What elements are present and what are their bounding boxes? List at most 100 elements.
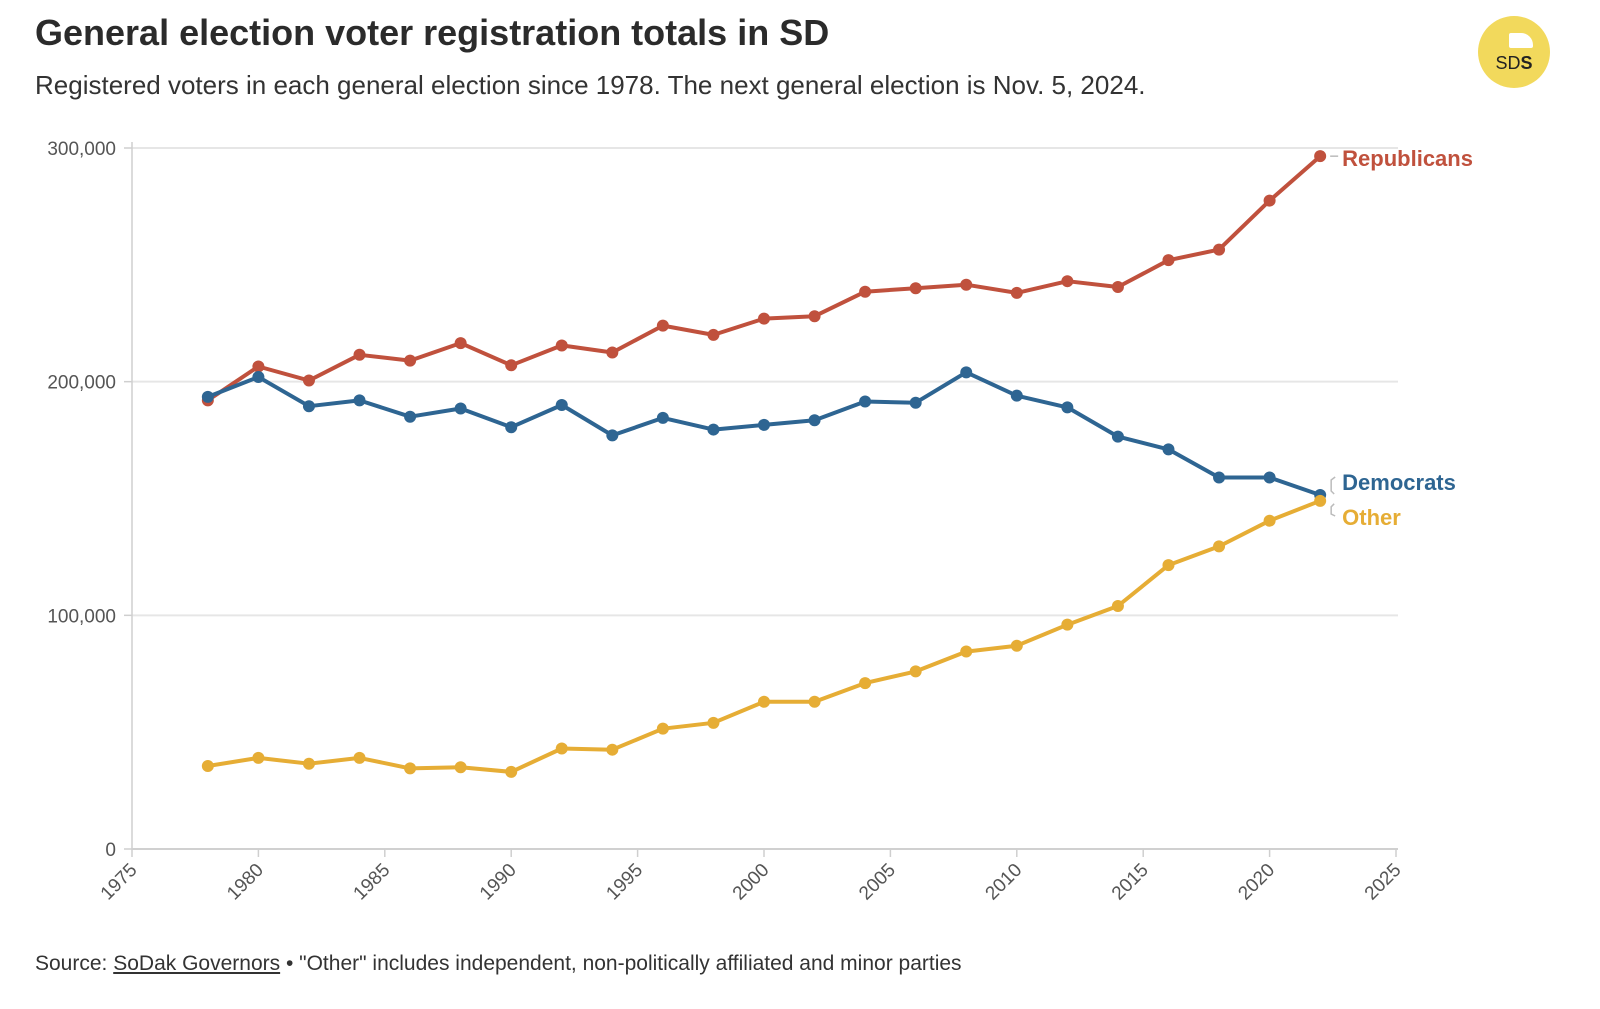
- y-tick-label: 100,000: [47, 606, 116, 627]
- source-prefix: Source:: [35, 952, 114, 975]
- data-point: [707, 328, 720, 341]
- data-point: [454, 337, 467, 350]
- data-point: [1061, 275, 1074, 288]
- data-point: [1111, 599, 1124, 612]
- sds-logo[interactable]: SDS: [1478, 16, 1550, 88]
- x-tick-label: 1990: [476, 860, 521, 905]
- series-label-other: Other: [1342, 505, 1401, 530]
- data-point: [656, 319, 669, 332]
- data-point: [707, 716, 720, 729]
- gridlines: [132, 147, 1398, 850]
- data-point: [201, 390, 214, 403]
- data-point: [302, 374, 315, 387]
- data-point: [656, 722, 669, 735]
- logo-flag-icon: [1509, 33, 1533, 48]
- line-chart: 0 100,000 200,000 300,000 1975 1980 1985 1990 19…: [47, 139, 1473, 905]
- series-line-other: [205, 498, 1323, 774]
- chart-title: General election voter registration tota…: [35, 12, 830, 53]
- chart-subtitle: Registered voters in each general electi…: [35, 70, 1146, 100]
- data-point: [606, 346, 619, 359]
- data-point: [1213, 540, 1226, 553]
- y-tick-label: 200,000: [47, 373, 116, 394]
- data-point: [606, 743, 619, 756]
- data-point: [454, 402, 467, 415]
- data-point: [505, 359, 518, 372]
- x-tick-label: 2000: [729, 860, 774, 905]
- data-point: [808, 310, 821, 323]
- data-point: [505, 765, 518, 778]
- data-point: [555, 742, 568, 755]
- data-point: [909, 282, 922, 295]
- data-point: [707, 423, 720, 436]
- data-point: [404, 762, 417, 775]
- data-point: [505, 421, 518, 434]
- logo-text: SDS: [1495, 53, 1533, 73]
- data-point: [960, 366, 973, 379]
- series-label-republicans: Republicans: [1342, 146, 1473, 171]
- y-tick-label: 300,000: [47, 139, 116, 160]
- label-leader: [1330, 503, 1336, 517]
- data-point: [555, 339, 568, 352]
- series-line-democrats: [205, 370, 1323, 497]
- data-point: [404, 354, 417, 367]
- data-point: [606, 429, 619, 442]
- data-point: [1111, 281, 1124, 294]
- data-point: [758, 312, 770, 325]
- data-point: [1314, 494, 1327, 507]
- data-point: [201, 760, 214, 773]
- data-point: [1213, 471, 1226, 484]
- x-tick-label: 2010: [982, 860, 1027, 905]
- data-point: [909, 396, 922, 409]
- data-point: [302, 400, 315, 413]
- data-point: [656, 411, 669, 424]
- data-point: [1263, 514, 1276, 527]
- data-point: [909, 665, 922, 678]
- data-point: [302, 757, 315, 770]
- data-point: [1162, 254, 1175, 267]
- data-point: [1263, 194, 1276, 207]
- data-point: [555, 399, 568, 412]
- data-point: [252, 360, 265, 373]
- y-tick-label: 0: [105, 840, 116, 861]
- data-point: [1314, 150, 1327, 163]
- data-point: [1010, 286, 1023, 299]
- data-point: [1263, 471, 1276, 484]
- data-point: [1162, 443, 1175, 456]
- data-point: [758, 418, 770, 431]
- data-point: [1111, 430, 1124, 443]
- x-tick-label: 2005: [855, 860, 900, 905]
- x-tick-label: 2025: [1361, 860, 1406, 905]
- label-leader: [1330, 476, 1336, 495]
- footer-note: • "Other" includes independent, non-poli…: [280, 952, 962, 975]
- x-tick-label: 1975: [97, 860, 142, 905]
- series-label-democrats: Democrats: [1342, 470, 1456, 495]
- x-tick-label: 1985: [350, 860, 395, 905]
- footer: Source: SoDak Governors • "Other" includ…: [35, 952, 962, 976]
- series-labels: Republicans Democrats Other: [1330, 146, 1473, 530]
- data-point: [353, 348, 366, 361]
- data-point: [353, 394, 366, 407]
- x-tick-label: 1980: [223, 860, 268, 905]
- data-point: [1162, 559, 1175, 572]
- data-point: [960, 278, 973, 291]
- data-point: [252, 370, 265, 383]
- data-point: [353, 751, 366, 764]
- data-point: [404, 410, 417, 423]
- data-point: [758, 695, 770, 708]
- data-point: [252, 751, 265, 764]
- data-point: [808, 414, 821, 427]
- data-point: [859, 677, 872, 690]
- data-point: [960, 645, 973, 658]
- series-line-republicans: [205, 154, 1323, 403]
- x-tick-label: 2015: [1108, 860, 1153, 905]
- source-link[interactable]: SoDak Governors: [113, 952, 281, 975]
- data-point: [859, 285, 872, 298]
- data-point: [1010, 389, 1023, 402]
- x-tick-label: 1995: [602, 860, 647, 905]
- data-point: [1213, 243, 1226, 256]
- series-lines: [201, 150, 1327, 778]
- data-point: [454, 761, 467, 774]
- data-point: [859, 395, 872, 408]
- data-point: [1010, 639, 1023, 652]
- data-point: [808, 695, 821, 708]
